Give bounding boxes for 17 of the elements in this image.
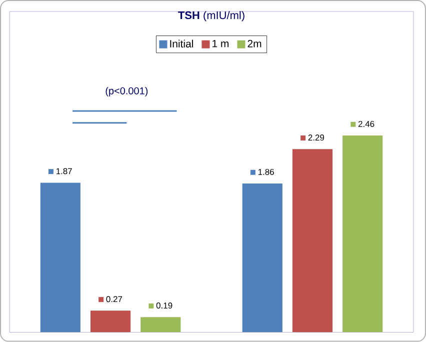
legend-label: 1 m — [212, 40, 228, 48]
bar — [242, 184, 282, 332]
data-label: 2.29 — [308, 134, 324, 141]
chart-title: TSH (mIU/ml) — [178, 11, 244, 22]
data-label: 2.46 — [358, 121, 374, 128]
bar — [90, 310, 131, 332]
data-label: 0.19 — [156, 302, 172, 309]
data-label: 1.86 — [258, 169, 274, 176]
bar — [40, 182, 80, 332]
data-label: 1.87 — [56, 168, 72, 174]
legend-label: Initial — [170, 40, 193, 48]
text: (p<0.001) — [106, 87, 148, 96]
data-label: 0.27 — [106, 296, 122, 302]
bar — [292, 149, 333, 332]
bar — [140, 317, 181, 332]
legend-label: 2m — [248, 40, 262, 48]
bar — [342, 136, 383, 332]
